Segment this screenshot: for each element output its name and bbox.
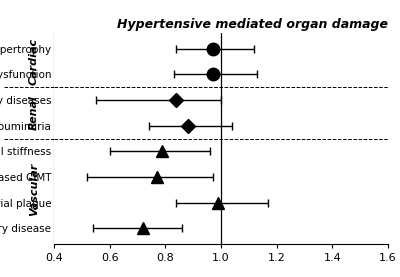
Text: Vascular: Vascular	[29, 163, 39, 216]
Text: Cardiac: Cardiac	[29, 38, 39, 85]
Text: Renal: Renal	[29, 95, 39, 130]
Text: Hypertensive mediated organ damage: Hypertensive mediated organ damage	[117, 18, 388, 31]
